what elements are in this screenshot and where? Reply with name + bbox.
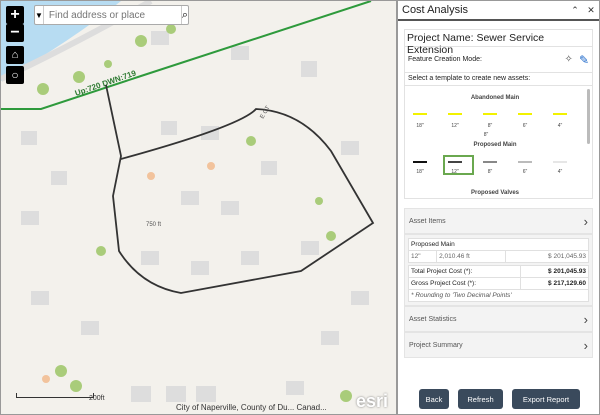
buildings [21,31,369,402]
template-symbol[interactable] [413,113,427,115]
trees [37,24,352,402]
template-symbol[interactable] [518,113,532,115]
section-label: Asset Statistics [409,315,457,323]
cost-analysis-panel: Cost Analysis ⌃ ✕ Project Name: Sewer Se… [397,0,600,415]
back-button[interactable]: Back [419,389,449,409]
close-icon[interactable]: ✕ [587,4,595,15]
search-icon[interactable]: ⌕ [180,6,188,24]
chevron-down-icon[interactable]: ▼ [35,6,44,24]
attribution: City of Naperville, County of Du... Cana… [176,403,327,412]
project-name: Project Name: Sewer Service Extension [404,29,593,56]
feature-mode-label: Feature Creation Mode: [408,56,482,63]
search-input[interactable] [43,9,181,21]
asset-items-section[interactable]: Asset Items › [404,208,593,234]
cell-length: 2,010.46 ft [436,250,507,263]
template-label: 18" [416,123,424,129]
cell-size: 12" [407,250,438,263]
chevron-right-icon: › [583,213,588,229]
template-symbol[interactable] [518,161,532,163]
asset-statistics-section[interactable]: Asset Statistics › [404,306,593,332]
map-view[interactable]: Up:720 DWN:719 750 ft E CT + − ⌂ ○ ▼ ⌕ 2… [0,0,397,415]
template-label: 12" [451,123,459,129]
zoom-out-button[interactable]: − [6,24,24,42]
table-row: 12" 2,010.46 ft $ 201,045.93 [407,250,589,263]
chevron-right-icon: › [583,311,588,327]
chevron-right-icon: › [583,337,588,353]
template-label: 12" [451,169,459,175]
template-symbol[interactable] [483,161,497,163]
template-label: 6" [522,123,528,129]
template-label: 8" [483,132,489,138]
locate-icon[interactable]: ○ [6,66,24,84]
template-symbol[interactable] [413,161,427,163]
esri-logo: esri [355,391,388,411]
scale-label: 200ft [89,395,105,402]
search-widget: ▼ ⌕ [34,5,189,25]
template-group-valves: Proposed Valves [470,190,520,196]
section-label: Asset Items [409,217,446,225]
road-label: Up:720 DWN:719 [74,68,138,98]
scrollbar[interactable] [587,89,590,144]
template-symbol[interactable] [448,161,462,163]
template-label: 18" [416,169,424,175]
total-label: Total Project Cost (*): [408,265,521,278]
template-group-proposed: Proposed Main [473,142,517,148]
select-template-label: Select a template to create new assets: [404,73,593,86]
panel-header: Cost Analysis ⌃ ✕ [398,1,599,21]
template-picker: Abandoned Main 18" 12" 8" 6" 4" 8" Proposed … [404,86,593,199]
template-label: 4" [557,169,563,175]
section-label: Project Summary [409,341,463,349]
home-icon[interactable]: ⌂ [6,46,24,64]
template-label: 8" [487,123,493,129]
proposed-main-line[interactable] [105,84,375,294]
template-symbol[interactable] [483,113,497,115]
refresh-button[interactable]: Refresh [458,389,503,409]
template-label: 6" [522,169,528,175]
template-label: 4" [557,123,563,129]
cell-cost: $ 201,045.93 [505,250,589,263]
template-symbol[interactable] [448,113,462,115]
street-label: E CT [260,105,272,120]
template-symbol[interactable] [553,113,567,115]
template-symbol[interactable] [553,161,567,163]
green-line[interactable] [1,1,372,110]
rounding-note: * Rounding to 'Two Decimal Points' [408,289,589,302]
selected-template-highlight [443,155,474,175]
export-report-button[interactable]: Export Report [512,389,580,409]
pencil-icon[interactable]: ✎ [578,52,589,67]
feature-creation-mode: Feature Creation Mode: ✧ ✎ [404,47,593,73]
cost-table: Proposed Main 12" 2,010.46 ft $ 201,045.93… [404,234,593,306]
map-canvas: Up:720 DWN:719 750 ft E CT [1,1,375,402]
project-summary-section[interactable]: Project Summary › [404,332,593,358]
panel-title: Cost Analysis [402,4,469,16]
table-group: Proposed Main [408,238,589,251]
template-group-abandoned: Abandoned Main [470,95,520,101]
template-label: 8" [487,169,493,175]
collapse-icon[interactable]: ⌃ [571,4,579,15]
select-cursor-icon[interactable]: ✧ [564,54,573,65]
zoom-in-button[interactable]: + [6,6,24,24]
scale-bar [16,393,94,398]
gross-value: $ 217,129.60 [519,277,590,290]
street-label: 750 ft [146,222,161,228]
gross-label: Gross Project Cost (*): [408,277,521,290]
total-value: $ 201,045.93 [519,265,590,278]
